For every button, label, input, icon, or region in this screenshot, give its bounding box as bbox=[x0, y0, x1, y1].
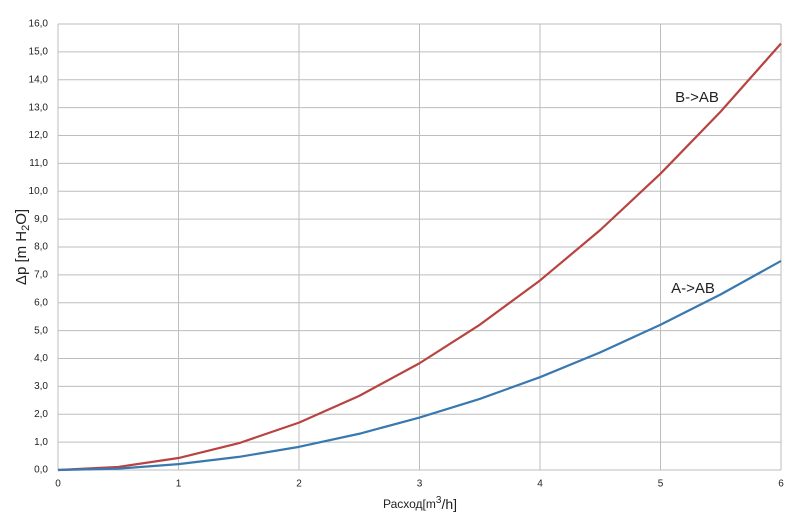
y-tick-label: 12,0 bbox=[29, 130, 49, 141]
x-tick-label: 2 bbox=[296, 479, 302, 490]
series-label: A->AB bbox=[671, 280, 715, 297]
x-tick-label: 1 bbox=[176, 479, 182, 490]
y-label-part: O] bbox=[13, 209, 30, 225]
x-label-sup: 3 bbox=[436, 495, 442, 506]
x-tick-label: 5 bbox=[658, 479, 664, 490]
series-label: B->AB bbox=[675, 89, 719, 106]
y-label-sub: 2 bbox=[20, 225, 32, 231]
x-label-part: Расход[m bbox=[383, 497, 436, 511]
data-line bbox=[57, 42, 782, 472]
y-tick-label: 14,0 bbox=[29, 74, 49, 85]
x-tick-label: 3 bbox=[417, 479, 423, 490]
y-tick-label: 0,0 bbox=[34, 465, 48, 476]
y-tick-label: 5,0 bbox=[34, 325, 48, 336]
y-label-part: Δp [m H bbox=[13, 231, 30, 285]
x-tick-label: 6 bbox=[778, 479, 784, 490]
y-tick-label: 10,0 bbox=[29, 186, 49, 197]
y-tick-label: 7,0 bbox=[34, 270, 48, 281]
y-tick-label: 16,0 bbox=[29, 19, 49, 30]
y-tick-label: 11,0 bbox=[29, 158, 48, 169]
x-tick-label: 4 bbox=[537, 479, 543, 490]
x-label-part: /h] bbox=[441, 496, 457, 512]
y-tick-label: 2,0 bbox=[34, 409, 48, 420]
y-tick-label: 6,0 bbox=[34, 297, 48, 308]
data-line bbox=[57, 259, 782, 472]
y-tick-label: 15,0 bbox=[29, 47, 49, 58]
y-tick-label: 9,0 bbox=[34, 214, 48, 225]
y-tick-label: 1,0 bbox=[34, 437, 48, 448]
y-tick-label: 8,0 bbox=[34, 242, 48, 253]
y-tick-label: 13,0 bbox=[29, 102, 49, 113]
x-axis-label: Расход[m3/h] bbox=[383, 495, 457, 512]
y-tick-label: 4,0 bbox=[34, 353, 48, 364]
x-tick-label: 0 bbox=[55, 479, 61, 490]
y-tick-label: 3,0 bbox=[34, 381, 48, 392]
y-axis-label: Δp [m H2O] bbox=[13, 209, 32, 285]
